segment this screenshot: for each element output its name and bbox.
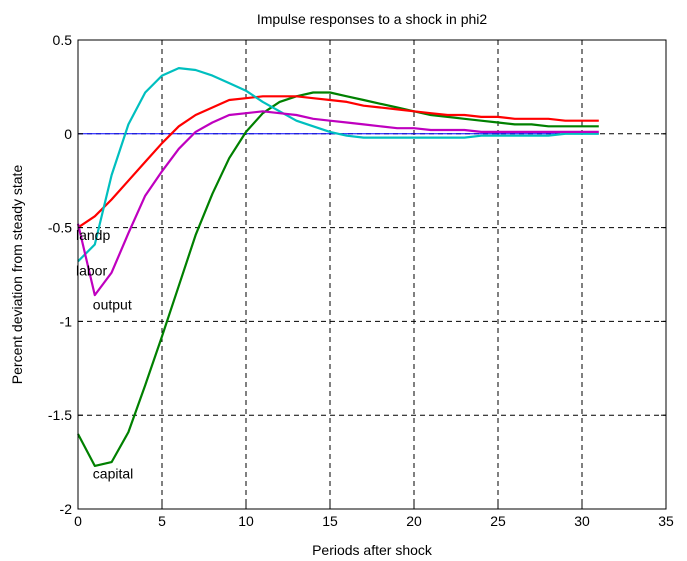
x-ticks: 0 5 10 15 20 25 30 35 (74, 40, 674, 529)
x-tick-label: 0 (74, 513, 82, 529)
y-ticks: 0.5 0 -0.5 -1 -1.5 -2 (48, 32, 666, 517)
y-tick-label: 0.5 (53, 32, 73, 48)
series-label-landp: landp (76, 227, 110, 243)
series-line-capital (77, 91, 599, 467)
series-lines (76, 66, 599, 467)
y-tick-label: -0.5 (48, 220, 72, 236)
y-tick-label: -2 (60, 501, 73, 517)
x-tick-label: 30 (574, 513, 590, 529)
x-tick-label: 10 (238, 513, 254, 529)
x-tick-label: 25 (490, 513, 506, 529)
x-tick-label: 15 (322, 513, 338, 529)
y-tick-label: 0 (64, 126, 72, 142)
series-label-capital: capital (93, 465, 133, 481)
series-line-labor (77, 66, 599, 263)
series-label-labor: labor (76, 263, 107, 279)
y-tick-label: -1.5 (48, 407, 72, 423)
plot-frame (77, 39, 667, 510)
chart-title: Impulse responses to a shock in phi2 (257, 11, 488, 27)
grid (78, 40, 666, 509)
x-tick-label: 20 (406, 513, 422, 529)
y-axis-label: Percent deviation from steady state (9, 165, 25, 385)
x-axis-label: Periods after shock (312, 542, 433, 558)
series-label-output: output (93, 297, 132, 313)
series-annotations: landp labor output capital (76, 227, 133, 481)
x-tick-label: 35 (658, 513, 674, 529)
x-tick-label: 5 (158, 513, 166, 529)
series-line-output (76, 110, 599, 297)
series-line-landp (77, 95, 599, 229)
y-tick-label: -1 (60, 313, 73, 329)
